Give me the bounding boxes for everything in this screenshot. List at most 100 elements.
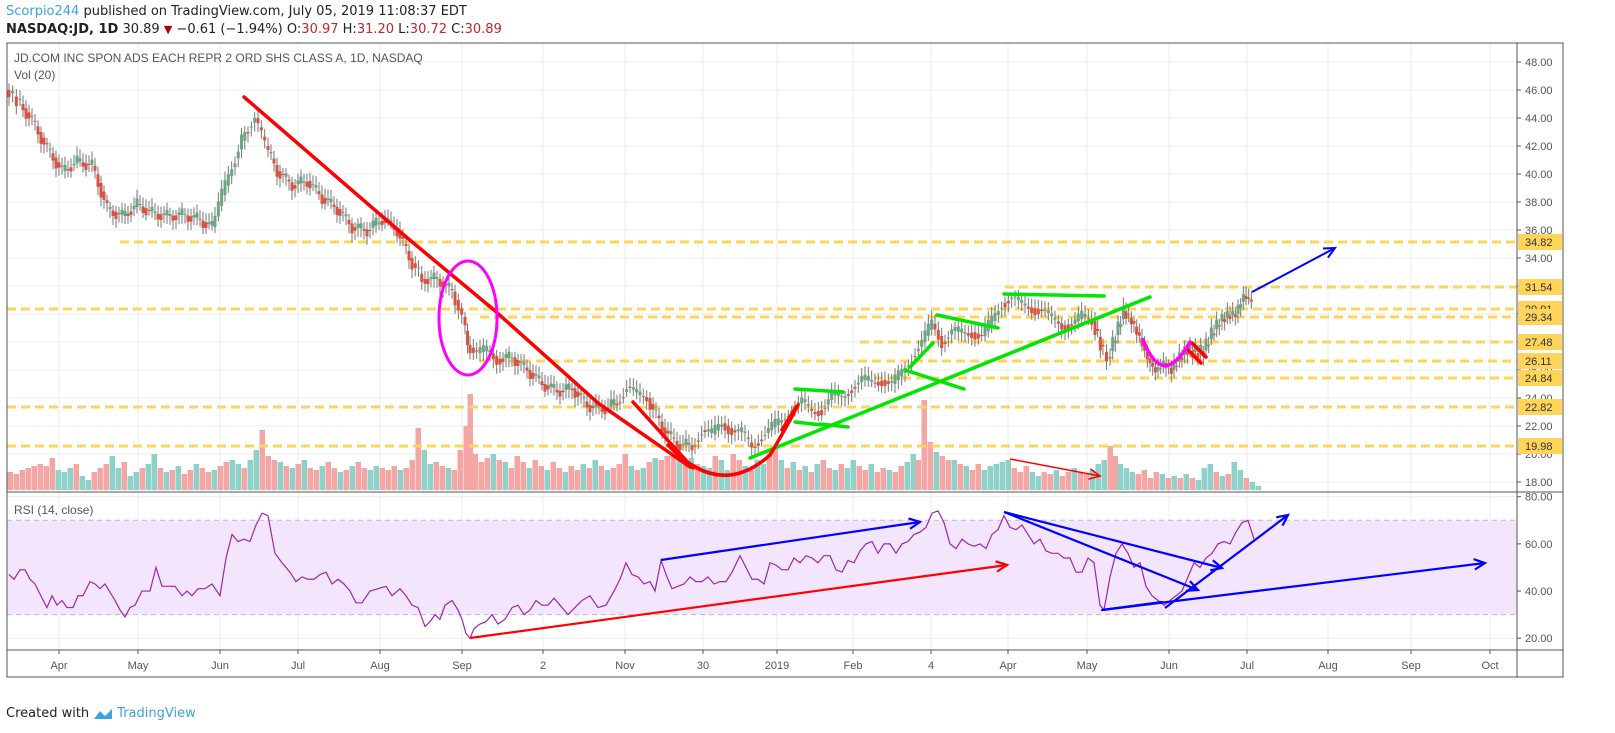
candle-body	[468, 344, 472, 354]
candle-body	[687, 442, 691, 446]
candle-body	[1124, 311, 1128, 319]
time-tick-label: Aug	[1318, 660, 1338, 672]
candle-body	[453, 291, 457, 306]
candle-body	[466, 330, 469, 346]
candle-body	[410, 258, 414, 270]
volume-bar	[1047, 474, 1053, 490]
candle-body	[1209, 327, 1213, 340]
rsi-axis[interactable]: 80.00 60.00 40.00 20.00	[1517, 492, 1553, 645]
arrow-line	[1009, 458, 1101, 477]
candle-body	[423, 279, 427, 284]
volume-bar	[115, 468, 121, 490]
candle-body	[609, 399, 613, 407]
volume-bar	[652, 458, 658, 490]
candle-body	[564, 384, 568, 390]
volume-bar	[67, 468, 73, 490]
candle-body	[534, 374, 538, 376]
volume-bar	[640, 468, 646, 490]
arrowhead-icon	[1276, 513, 1291, 527]
candle-body	[435, 277, 439, 279]
candle-body	[36, 126, 40, 135]
candle-body	[230, 169, 234, 177]
candle-body	[438, 279, 442, 287]
volume-bar	[1129, 472, 1135, 490]
candle-body	[54, 157, 58, 169]
candle-body	[220, 188, 224, 206]
candle-body	[314, 185, 318, 188]
candle-body	[27, 112, 31, 119]
candle-body	[84, 163, 88, 170]
candle-body	[501, 358, 505, 363]
volume-bar	[325, 462, 331, 490]
candle-body	[475, 350, 479, 352]
published-text: published on TradingView.com, July 05, 2…	[79, 4, 467, 19]
candle-body	[950, 329, 954, 335]
volume-bar	[748, 470, 754, 490]
volume-bar	[963, 466, 969, 490]
volume-bar	[766, 452, 772, 490]
candle-body	[460, 308, 464, 315]
tradingview-link[interactable]: TradingView	[117, 706, 196, 721]
level-price-badge	[1518, 353, 1562, 369]
candle-body	[272, 158, 276, 164]
candle-body	[353, 227, 357, 231]
symbol-label: NASDAQ:JD, 1D	[6, 22, 119, 37]
candle-body	[1180, 357, 1184, 360]
candle-body	[648, 398, 652, 410]
candle-body	[940, 335, 944, 349]
volume-bar	[814, 464, 820, 490]
volume-bar	[73, 464, 79, 490]
drawing-annotations[interactable]	[242, 95, 1488, 640]
volume-bar	[157, 468, 163, 490]
candle-body	[87, 163, 91, 165]
price-axis[interactable]: 48.0046.0044.0042.0040.0038.0036.0034.00…	[1517, 57, 1562, 489]
candle-body	[830, 390, 834, 400]
candle-body	[308, 181, 312, 189]
candle-body	[481, 345, 485, 353]
time-tick-label: 2019	[765, 660, 789, 672]
candle-body	[713, 424, 717, 435]
volume-bar	[730, 454, 736, 490]
candle-body	[726, 425, 730, 435]
level-price-badge	[1518, 309, 1562, 325]
volume-bar	[664, 456, 670, 490]
rsi-tick-label: 40.00	[1525, 586, 1553, 598]
volume-bar	[969, 470, 975, 490]
volume-bar	[235, 464, 241, 490]
candle-body	[913, 356, 917, 357]
volume-bar	[862, 470, 868, 490]
candle-body	[820, 410, 824, 416]
volume-bar	[1183, 474, 1189, 490]
candle-body	[326, 198, 330, 201]
time-axis[interactable]: Apr May Jun Jul Aug Sep 2 Nov 30 2019 Feb 4 Apr May Ju…	[50, 650, 1499, 672]
volume-bar	[1159, 474, 1165, 490]
author-link[interactable]: Scorpio244	[6, 4, 80, 19]
candle-body	[183, 214, 187, 216]
candle-body	[377, 222, 381, 224]
level-price-badge	[1518, 234, 1562, 250]
time-tick-label: Jun	[211, 660, 229, 672]
rsi-line	[8, 510, 1255, 640]
volume-bar	[832, 470, 838, 490]
candle-body	[1249, 299, 1253, 302]
volume-bar	[109, 456, 115, 490]
candle-body	[540, 381, 544, 386]
candle-body	[573, 388, 577, 398]
volume-bar	[373, 466, 379, 490]
volume-bar	[1165, 478, 1171, 490]
time-tick-label: May	[128, 660, 149, 672]
candle-body	[760, 439, 764, 442]
trendline	[908, 341, 935, 369]
candle-body	[463, 316, 467, 326]
arrowhead-icon	[908, 517, 923, 530]
volume-bar	[1171, 476, 1177, 490]
time-tick-label: Oct	[1481, 660, 1498, 672]
candle-body	[966, 333, 970, 336]
candle-body	[1172, 361, 1176, 370]
volume-bar	[55, 470, 61, 490]
candle-body	[302, 181, 306, 183]
candle-body	[983, 326, 987, 337]
volume-bar	[19, 470, 25, 490]
candle-body	[1063, 325, 1067, 331]
